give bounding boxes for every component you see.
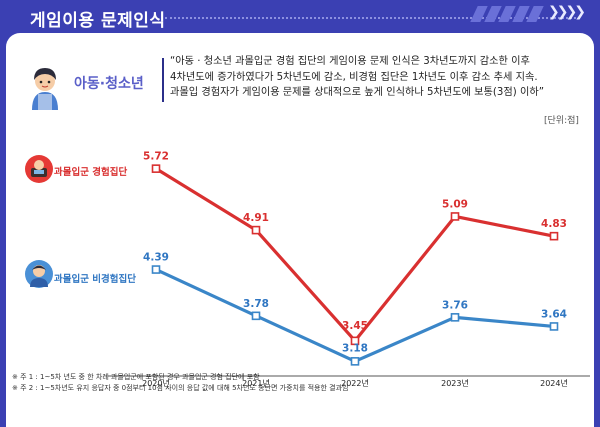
title-arrows-icon: ❯❯❯❯: [548, 4, 586, 20]
unit-label: [단위:점]: [544, 116, 579, 126]
data-point: [251, 311, 261, 321]
x-tick-label: 2021년: [242, 378, 270, 388]
data-point: [549, 322, 559, 331]
data-point: [151, 164, 161, 173]
legend-non-experienced: 과몰입군 비경험집단: [54, 274, 136, 285]
experienced-group-icon: [25, 155, 53, 183]
data-point: [151, 265, 161, 274]
x-tick-label: 2024년: [540, 378, 568, 388]
x-tick-label: 2020년: [142, 378, 170, 388]
data-label: 3.78: [243, 298, 269, 310]
page-title: 게임이용 문제인식: [30, 11, 166, 31]
data-label: 3.76: [442, 299, 468, 311]
data-label: 4.83: [541, 218, 567, 230]
data-label: 3.45: [342, 320, 368, 332]
footnotes: ※ 주 1 : 1~5차 년도 중 한 차례 과몰입군에 포함된 경우 과몰입군…: [12, 372, 348, 394]
quote-line-3: 과몰입 경험자가 게임이용 문제를 상대적으로 높게 인식하나 5차년도에 보통…: [170, 87, 544, 98]
data-point: [450, 212, 460, 221]
data-label: 5.72: [143, 151, 169, 163]
data-point: [251, 225, 261, 235]
profile-label: 아동·청소년: [74, 76, 144, 92]
child-avatar-icon: [32, 68, 58, 110]
data-point: [350, 357, 360, 366]
x-tick-label: 2022년: [341, 378, 369, 388]
data-label: 3.64: [541, 308, 567, 320]
footnote-1: ※ 주 1 : 1~5차 년도 중 한 차례 과몰입군에 포함된 경우 과몰입군…: [12, 373, 260, 381]
data-point: [549, 231, 559, 241]
quote-line-2: 4차년도에 증가하였다가 5차년도에 감소, 비경험 집단은 1차년도 이후 감…: [170, 71, 538, 83]
footnote-2: ※ 주 2 : 1~5차년도 유지 응답자 중 0점부터 10점 사이의 응답 …: [12, 384, 349, 392]
x-tick-label: 2023년: [441, 378, 469, 388]
quote-text: “아동 · 청소년 과몰입군 경험 집단의 게임이용 문제 인식은 3차년도까지…: [170, 54, 588, 101]
legend-experienced: 과몰입군 경험집단: [54, 167, 128, 178]
data-label: 5.09: [442, 198, 468, 210]
series-line-0: [155, 167, 555, 343]
profile-box: 아동·청소년: [22, 58, 152, 112]
data-point: [350, 336, 360, 346]
data-label: 4.91: [243, 212, 269, 224]
data-point: [450, 313, 460, 322]
quote-divider: [162, 58, 164, 102]
content-card: 아동·청소년 “아동 · 청소년 과몰입군 경험 집단의 게임이용 문제 인식은…: [6, 33, 594, 427]
non-experienced-group-icon: [25, 260, 53, 288]
data-label: 4.39: [143, 252, 169, 264]
title-divider: [165, 17, 580, 21]
quote-line-1: “아동 · 청소년 과몰입군 경험 집단의 게임이용 문제 인식은 3차년도까지…: [170, 56, 530, 67]
data-label: 3.18: [342, 342, 368, 354]
